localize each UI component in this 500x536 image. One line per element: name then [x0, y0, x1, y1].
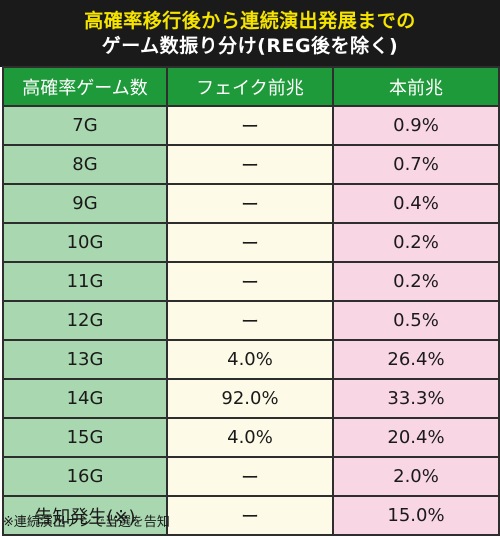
table-row: 11G ー 0.2%	[2, 261, 500, 302]
table-row: 7G ー 0.9%	[2, 105, 500, 146]
real-omen-cell: 0.5%	[332, 300, 500, 341]
table-row: 13G 4.0% 26.4%	[2, 339, 500, 380]
game-count-cell: 14G	[2, 378, 168, 419]
real-omen-cell: 0.9%	[332, 105, 500, 146]
real-omen-cell: 15.0%	[332, 495, 500, 536]
distribution-table: 高確率ゲーム数 フェイク前兆 本前兆 7G ー 0.9% 8G ー 0.7% 9…	[2, 66, 500, 536]
fake-omen-cell: ー	[166, 300, 334, 341]
game-count-cell: 9G	[2, 183, 168, 224]
table-row: 16G ー 2.0%	[2, 456, 500, 497]
table-row: 14G 92.0% 33.3%	[2, 378, 500, 419]
fake-omen-cell: ー	[166, 222, 334, 263]
game-count-cell: 13G	[2, 339, 168, 380]
real-omen-cell: 0.2%	[332, 222, 500, 263]
title-line-1: 高確率移行後から連続演出発展までの	[84, 9, 416, 32]
fake-omen-cell: ー	[166, 495, 334, 536]
fake-omen-cell: ー	[166, 261, 334, 302]
footnote: ※連続演出ナシで当選を告知	[3, 515, 170, 530]
real-omen-cell: 2.0%	[332, 456, 500, 497]
game-count-cell: 16G	[2, 456, 168, 497]
game-count-cell: 15G	[2, 417, 168, 458]
fake-omen-cell: ー	[166, 105, 334, 146]
header-fake-omen: フェイク前兆	[166, 66, 334, 107]
table-row: 8G ー 0.7%	[2, 144, 500, 185]
title-line-2: ゲーム数振り分け(REG後を除く)	[101, 34, 399, 57]
table-row: 9G ー 0.4%	[2, 183, 500, 224]
table-row: 告知発生(※) ー 15.0%	[2, 495, 500, 536]
header-game-count: 高確率ゲーム数	[2, 66, 168, 107]
title-banner: 高確率移行後から連続演出発展までの ゲーム数振り分け(REG後を除く)	[0, 0, 500, 67]
game-count-cell: 10G	[2, 222, 168, 263]
table-row: 10G ー 0.2%	[2, 222, 500, 263]
real-omen-cell: 20.4%	[332, 417, 500, 458]
fake-omen-cell: ー	[166, 183, 334, 224]
game-count-cell: 12G	[2, 300, 168, 341]
header-real-omen: 本前兆	[332, 66, 500, 107]
real-omen-cell: 33.3%	[332, 378, 500, 419]
fake-omen-cell: 4.0%	[166, 339, 334, 380]
game-count-cell: 7G	[2, 105, 168, 146]
fake-omen-cell: 92.0%	[166, 378, 334, 419]
real-omen-cell: 0.7%	[332, 144, 500, 185]
table-row: 12G ー 0.5%	[2, 300, 500, 341]
real-omen-cell: 26.4%	[332, 339, 500, 380]
fake-omen-cell: 4.0%	[166, 417, 334, 458]
table-row: 15G 4.0% 20.4%	[2, 417, 500, 458]
game-count-cell: 8G	[2, 144, 168, 185]
fake-omen-cell: ー	[166, 456, 334, 497]
real-omen-cell: 0.2%	[332, 261, 500, 302]
real-omen-cell: 0.4%	[332, 183, 500, 224]
fake-omen-cell: ー	[166, 144, 334, 185]
game-count-cell: 11G	[2, 261, 168, 302]
game-count-cell: 告知発生(※)	[2, 495, 168, 536]
table-header-row: 高確率ゲーム数 フェイク前兆 本前兆	[2, 66, 500, 107]
